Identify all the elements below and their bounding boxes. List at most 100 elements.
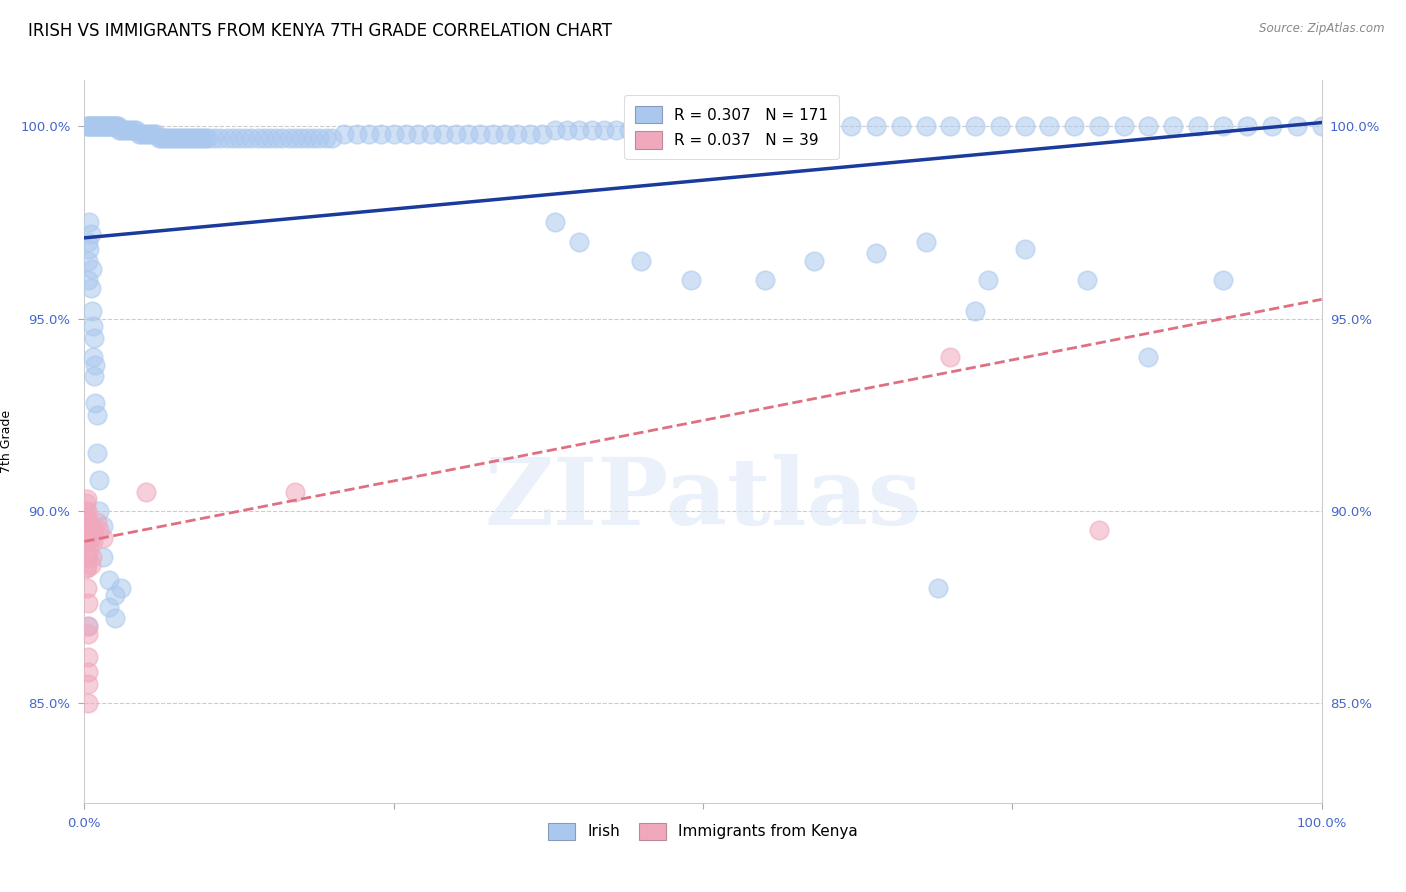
Point (77, 649, 100, 664)
Point (83, 120, 105, 134)
Point (1310, 120, 1333, 134)
Point (191, 131, 214, 145)
Point (1137, 120, 1160, 134)
Point (555, 123, 578, 137)
Point (145, 127, 167, 141)
Point (1014, 120, 1036, 134)
Point (82, 534, 104, 549)
Point (97, 120, 120, 134)
Point (315, 131, 337, 145)
Point (1212, 273, 1234, 287)
Point (162, 131, 184, 145)
Point (494, 127, 516, 141)
Point (96, 120, 118, 134)
Point (803, 254, 825, 268)
Point (86, 515, 108, 529)
Point (115, 123, 138, 137)
Point (77, 676, 100, 690)
Point (209, 131, 232, 145)
Point (741, 123, 763, 137)
Point (91, 120, 114, 134)
Point (1137, 350, 1160, 364)
Point (150, 131, 173, 145)
Point (965, 304, 987, 318)
Point (766, 120, 789, 134)
Point (531, 127, 554, 141)
Point (80, 120, 103, 134)
Point (157, 131, 180, 145)
Point (370, 127, 392, 141)
Point (79, 120, 101, 134)
Point (233, 131, 256, 145)
Text: ZIPatlas: ZIPatlas (485, 454, 921, 544)
Point (1112, 120, 1135, 134)
Point (77, 273, 100, 287)
Point (302, 131, 325, 145)
Point (246, 131, 269, 145)
Point (481, 127, 503, 141)
Point (865, 246, 887, 260)
Point (180, 131, 202, 145)
Point (79, 215, 101, 229)
Y-axis label: 7th Grade: 7th Grade (0, 410, 13, 473)
Point (506, 127, 529, 141)
Point (184, 131, 207, 145)
Point (89, 120, 111, 134)
Point (79, 243, 101, 257)
Point (290, 131, 312, 145)
Point (790, 120, 813, 134)
Point (295, 131, 318, 145)
Point (457, 127, 479, 141)
Point (110, 123, 132, 137)
Point (259, 131, 281, 145)
Point (1038, 120, 1060, 134)
Point (692, 123, 714, 137)
Point (129, 127, 152, 141)
Point (120, 123, 142, 137)
Point (75, 523, 97, 537)
Point (470, 127, 492, 141)
Point (165, 131, 187, 145)
Point (80, 549, 103, 564)
Point (132, 127, 155, 141)
Point (976, 273, 998, 287)
Point (444, 127, 467, 141)
Point (754, 273, 776, 287)
Point (187, 131, 209, 145)
Point (519, 127, 541, 141)
Point (914, 235, 936, 249)
Point (79, 281, 101, 295)
Point (79, 542, 101, 557)
Point (83, 523, 105, 537)
Point (103, 120, 125, 134)
Point (104, 120, 127, 134)
Point (76, 581, 98, 595)
Point (543, 123, 565, 137)
Point (148, 131, 170, 145)
Point (79, 531, 101, 545)
Point (108, 123, 131, 137)
Point (77, 523, 100, 537)
Point (138, 127, 160, 141)
Point (107, 120, 129, 134)
Point (543, 215, 565, 229)
Point (160, 131, 183, 145)
Point (1088, 523, 1111, 537)
Point (82, 350, 104, 364)
Point (77, 534, 100, 549)
Point (89, 120, 111, 134)
Point (174, 131, 197, 145)
Point (277, 131, 299, 145)
Point (815, 120, 838, 134)
Point (346, 127, 368, 141)
Point (100, 120, 122, 134)
Point (253, 131, 276, 145)
Point (321, 131, 343, 145)
Point (110, 581, 132, 595)
Point (142, 127, 165, 141)
Point (939, 350, 962, 364)
Point (284, 484, 307, 499)
Point (264, 131, 287, 145)
Point (890, 120, 912, 134)
Point (98, 599, 121, 614)
